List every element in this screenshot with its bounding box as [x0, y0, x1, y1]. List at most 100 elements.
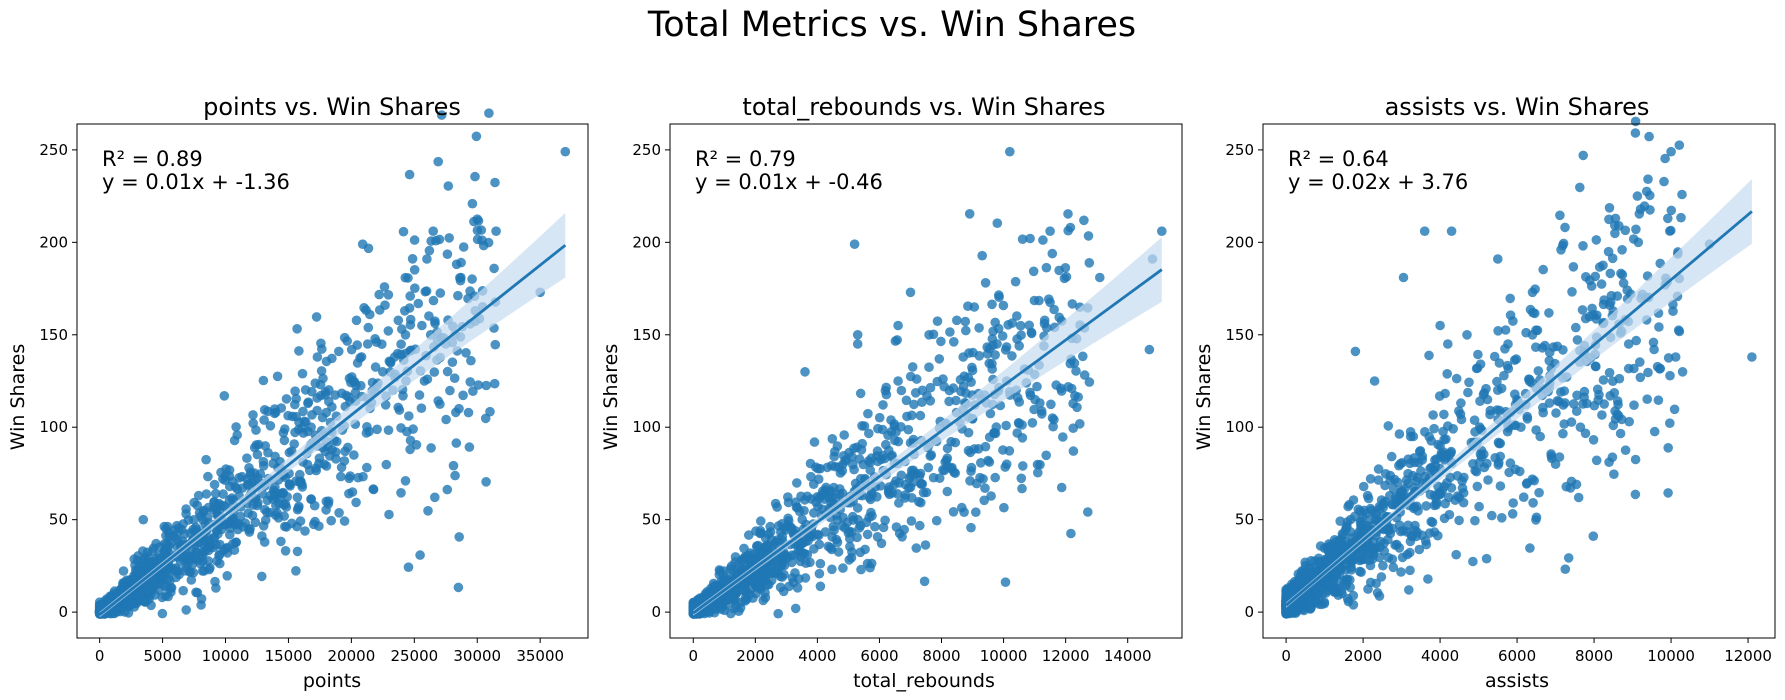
data-point [1292, 583, 1302, 594]
data-point [931, 515, 942, 526]
data-point [1365, 474, 1376, 484]
data-point [899, 524, 909, 535]
data-point [1032, 459, 1043, 470]
data-point [300, 526, 310, 536]
data-point [255, 469, 266, 479]
data-point [477, 235, 487, 245]
plot-frame [669, 123, 1183, 639]
data-point [1402, 549, 1413, 560]
data-point [756, 516, 766, 526]
data-point [1531, 425, 1541, 435]
data-point [802, 491, 813, 502]
r-squared-annotation: R² = 0.89 [102, 147, 203, 171]
data-point [815, 581, 826, 592]
data-point [1369, 543, 1380, 554]
data-point [370, 362, 381, 372]
data-point [920, 540, 931, 550]
data-point [1508, 498, 1518, 508]
data-point [1550, 459, 1561, 470]
data-point [1643, 367, 1653, 378]
data-point [982, 349, 993, 359]
data-point [458, 390, 468, 401]
data-point [447, 357, 458, 368]
x-tick-label: 6000 [860, 647, 898, 665]
data-point [347, 372, 357, 382]
data-point [1426, 516, 1436, 527]
data-point [384, 509, 394, 520]
data-point [423, 506, 433, 516]
data-point [1396, 526, 1406, 537]
data-point [907, 493, 917, 503]
data-point [298, 406, 308, 417]
data-point [1414, 544, 1425, 555]
data-point [784, 581, 794, 592]
data-point [197, 515, 208, 525]
data-point [1409, 457, 1420, 468]
data-point [1544, 398, 1555, 408]
data-point [813, 474, 824, 485]
data-point [331, 454, 341, 464]
data-point [192, 555, 202, 565]
data-point [454, 532, 465, 542]
data-point [1469, 415, 1480, 426]
data-point [1428, 410, 1438, 420]
data-point [193, 490, 204, 501]
data-point [1632, 191, 1643, 201]
equation-annotation: y = 0.02x + 3.76 [1288, 170, 1468, 194]
scatter-points [688, 146, 1167, 619]
data-point [714, 569, 725, 580]
data-point [1629, 400, 1639, 411]
data-point [1568, 399, 1579, 409]
data-point [287, 411, 298, 422]
data-point [1527, 474, 1538, 485]
x-tick-label: 2000 [1344, 647, 1382, 665]
data-point [1666, 146, 1676, 157]
data-point [1027, 418, 1038, 428]
data-point [1516, 422, 1526, 433]
data-point [1403, 478, 1413, 489]
data-point [350, 387, 361, 398]
data-point [1494, 405, 1505, 416]
data-point [1594, 262, 1605, 272]
data-point [1620, 225, 1631, 236]
data-point [1502, 426, 1513, 437]
data-point [948, 383, 959, 393]
data-point [396, 423, 406, 433]
data-point [1575, 182, 1585, 193]
data-point [893, 436, 904, 447]
confidence-band [693, 237, 1162, 616]
data-point [260, 515, 271, 525]
data-point [1483, 475, 1493, 485]
data-point [416, 403, 427, 414]
x-tick-label: 30000 [453, 647, 501, 665]
data-point [878, 400, 888, 410]
data-point [1578, 150, 1588, 161]
data-point [170, 563, 181, 573]
data-point [444, 233, 455, 243]
data-point [1481, 553, 1492, 564]
data-point [404, 169, 415, 180]
data-point [1644, 131, 1654, 142]
data-point [307, 386, 317, 397]
data-point [471, 131, 482, 142]
data-point [445, 385, 455, 396]
data-point [872, 532, 883, 542]
data-point [429, 367, 440, 377]
data-point [1029, 404, 1039, 415]
data-point [1157, 226, 1167, 236]
data-point [262, 507, 272, 518]
data-point [966, 522, 976, 533]
y-tick-label: 50 [642, 511, 661, 529]
data-point [775, 582, 786, 593]
data-point [433, 396, 444, 406]
data-point [317, 412, 328, 423]
data-point [1350, 346, 1361, 357]
data-point [1033, 467, 1043, 478]
data-point [183, 558, 193, 569]
data-point [1049, 304, 1059, 315]
data-point [265, 421, 276, 431]
data-point [961, 388, 971, 399]
y-tick-label: 150 [1225, 326, 1254, 344]
data-point [448, 460, 459, 471]
r-squared-annotation: R² = 0.79 [695, 147, 796, 171]
